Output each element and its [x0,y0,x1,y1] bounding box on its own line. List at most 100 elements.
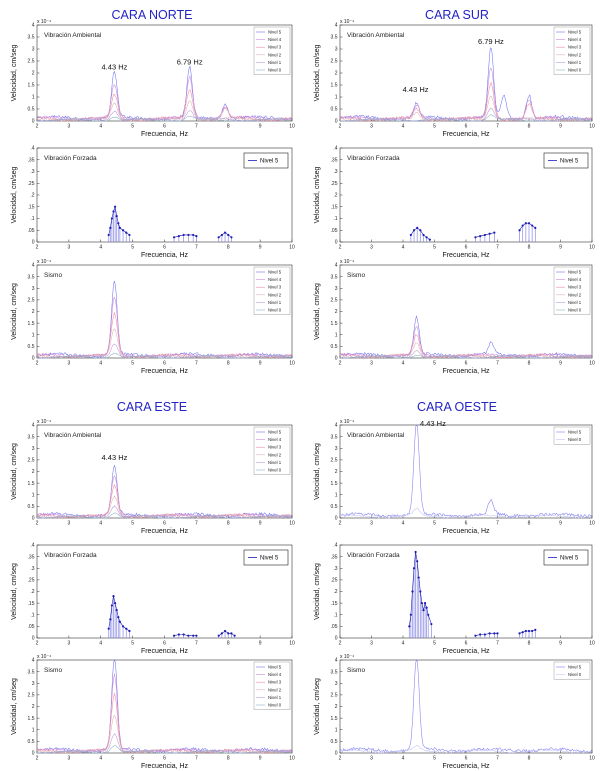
x-tick-label: 6 [465,756,468,762]
series-line [37,659,292,754]
y-tick-label: 0 [32,119,35,125]
data-point [409,233,412,237]
y-tick-label: .05 [28,624,35,630]
legend-box [243,152,289,169]
y-tick-label: 0 [32,240,35,246]
y-tick-label: 3.5 [28,35,35,41]
x-tick-label: 5 [131,756,134,762]
legend-label: Nivel 1 [268,60,282,65]
x-tick-label: 5 [131,521,134,527]
y-tick-label: 0.5 [331,344,338,350]
series-line [37,745,292,754]
y-tick-label: 0 [335,119,338,125]
x-tick-label: 2 [339,756,342,762]
plot-area [339,659,593,754]
y-tick-label: 3.5 [28,669,35,675]
y-tick-label: 2 [32,309,35,315]
panel-subtitle: Vibración Ambiental [44,32,102,39]
y-tick-label: .25 [28,578,35,584]
y-axis-label: Velocidad, cm/seg [314,443,321,500]
x-tick-label: 4 [99,641,102,647]
data-point [409,613,412,616]
x-tick-label: 10 [589,521,595,527]
x-tick-label: 7 [496,641,499,647]
chart-oeste-forz: 2 3 4 5 6 7 8 9 10 0 .05 .1 .15 .2 .25 .3 .35 .4 Frecuenci… [314,543,595,655]
data-point [117,615,120,619]
data-point [192,634,195,637]
data-point [177,235,180,238]
series-line [36,714,292,754]
y-axis-label: Velocidad, cm/seg [11,563,18,620]
legend-label: Nivel 5 [568,270,582,275]
data-point [113,205,117,208]
x-tick-label: 8 [528,124,531,130]
data-point [412,229,416,232]
y-tick-label: .15 [331,601,338,607]
y-tick-label: .05 [331,228,338,234]
legend-box [553,266,591,315]
chart-sur-sismo: 2 3 4 5 6 7 8 9 10 0 0.5 1 1.5 2 2.5 3 3.5 4 Frecuencia, H… [314,259,595,375]
series-line [339,114,592,122]
x-tick-label: 6 [163,521,166,527]
y-tick-label: 3 [335,446,338,452]
y-tick-label: 1.5 [331,716,338,722]
y-tick-label: 3.5 [331,434,338,440]
data-point [483,633,486,636]
data-point [479,633,482,636]
legend-box [543,549,589,566]
y-tick-label: 4 [32,658,35,664]
legend-label: Nivel 4 [568,37,582,42]
y-tick-label: 0 [335,636,338,642]
chart-sur-amb: 2 3 4 5 6 7 8 9 10 0 0.5 1 1.5 2 2.5 3 3.5 4 Frecuencia, H… [314,19,595,138]
y-tick-label: .25 [331,181,338,187]
x-tick-label: 4 [99,124,102,130]
legend-box [253,661,291,710]
y-exponent-label: x 10⁻⁴ [340,419,354,425]
peak-annotation: 4.43 Hz [102,62,128,71]
x-tick-label: 9 [259,245,262,251]
y-tick-label: 1.5 [331,321,338,327]
chart-este-amb: 2 3 4 5 6 7 8 9 10 0 0.5 1 1.5 2 2.5 3 3.5 4 Frecuencia, H… [11,419,295,535]
data-point [531,224,534,227]
x-axis-label: Frecuencia, Hz [442,648,490,655]
legend-label: Nivel 5 [260,159,279,165]
data-point [172,634,176,637]
data-point [125,627,128,630]
x-tick-label: 3 [67,756,70,762]
y-tick-label: 0.5 [28,739,35,745]
x-tick-label: 2 [36,521,39,527]
panel-subtitle: Vibración Forzada [347,155,400,162]
legend-label: Nivel 2 [568,292,582,297]
legend-label: Nivel 0 [568,68,582,73]
x-tick-label: 10 [589,361,595,367]
x-tick-label: 10 [589,245,595,251]
data-point [527,222,531,225]
data-point [227,632,230,635]
panel-subtitle: Vibración Forzada [347,552,400,559]
y-axis-label: Velocidad, cm/seg [11,283,18,340]
y-tick-label: 0 [335,751,338,757]
x-tick-label: 6 [163,245,166,251]
legend-label: Nivel 1 [268,695,282,700]
y-tick-label: .3 [333,566,337,572]
data-point [220,233,223,237]
x-tick-label: 7 [195,361,198,367]
data-point [107,233,110,237]
panel-subtitle: Vibración Ambiental [44,432,102,439]
legend-label: Nivel 3 [268,285,282,290]
series-line [339,342,592,359]
legend-label: Nivel 1 [568,60,582,65]
y-tick-label: 1.5 [331,481,338,487]
x-tick-label: 10 [289,521,295,527]
legend-label: Nivel 5 [268,270,282,275]
data-point [223,629,227,633]
data-point [115,215,118,218]
legend-box [543,152,589,169]
y-tick-label: 1 [335,727,338,733]
series-line [339,744,592,754]
data-point [427,613,430,616]
y-tick-label: 2.5 [331,458,338,464]
y-tick-label: 3 [32,286,35,292]
panel-subtitle: Vibración Forzada [44,552,97,559]
legend-label: Nivel 5 [268,430,282,435]
